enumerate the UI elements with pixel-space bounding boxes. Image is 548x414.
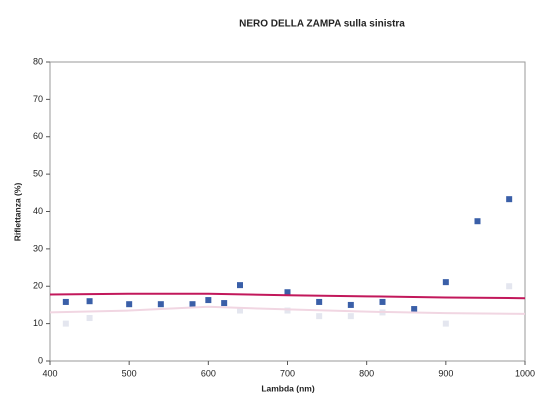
chart-title: NERO DELLA ZAMPA sulla sinistra xyxy=(239,19,405,30)
point xyxy=(126,301,133,308)
point xyxy=(62,320,69,327)
point xyxy=(474,218,481,225)
point xyxy=(157,301,164,308)
point xyxy=(316,298,323,305)
point xyxy=(347,313,354,320)
x-tick-label: 800 xyxy=(359,368,374,378)
x-tick-label: 600 xyxy=(201,368,216,378)
point xyxy=(237,282,243,289)
point xyxy=(379,298,386,305)
point xyxy=(506,283,513,290)
y-tick-label: 20 xyxy=(33,281,43,291)
point xyxy=(62,298,69,305)
y-tick-label: 60 xyxy=(33,131,43,141)
point xyxy=(237,307,243,314)
y-tick-label: 30 xyxy=(33,243,43,253)
point xyxy=(411,306,418,313)
y-tick-label: 50 xyxy=(33,169,43,179)
x-tick-label: 500 xyxy=(122,368,137,378)
point xyxy=(506,196,513,203)
point xyxy=(205,297,212,304)
y-tick-label: 40 xyxy=(33,206,43,216)
x-tick-label: 700 xyxy=(280,368,295,378)
point xyxy=(86,315,93,322)
y-tick-label: 0 xyxy=(38,355,43,365)
x-tick-label: 1000 xyxy=(515,368,535,378)
x-axis-label: Lambda (nm) xyxy=(261,383,315,393)
y-axis-label: Riflettanza (%) xyxy=(12,183,22,242)
x-tick-label: 400 xyxy=(42,368,57,378)
line xyxy=(49,292,526,300)
point xyxy=(189,301,196,308)
x-tick-label: 900 xyxy=(438,368,453,378)
point xyxy=(442,279,449,286)
point xyxy=(442,320,449,327)
point xyxy=(347,301,354,308)
y-tick-label: 10 xyxy=(33,318,43,328)
point xyxy=(284,289,291,296)
point xyxy=(284,307,291,314)
point xyxy=(86,298,93,305)
plot-area xyxy=(49,61,526,362)
line xyxy=(49,305,526,315)
point xyxy=(316,313,323,320)
point xyxy=(221,300,228,307)
y-tick-label: 80 xyxy=(33,56,43,66)
y-tick-label: 70 xyxy=(33,94,43,104)
